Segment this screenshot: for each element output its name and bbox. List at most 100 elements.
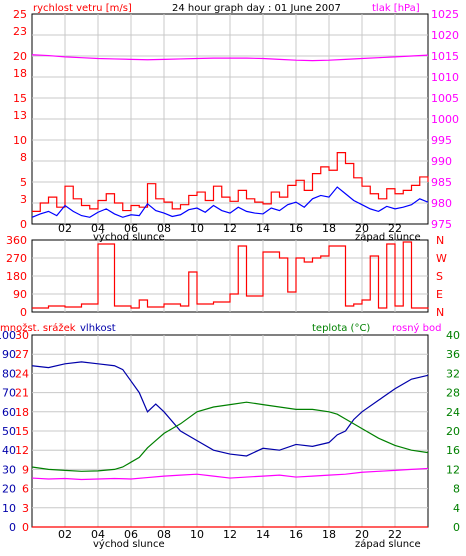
- x-tick-label: 22: [388, 528, 402, 541]
- pressure-tick: 990: [431, 155, 452, 168]
- compass-label: S: [436, 270, 443, 283]
- humidity-tick: 40: [2, 444, 16, 457]
- wind-speed-axis-title: rychlost vetru [m/s]: [33, 3, 132, 14]
- x-tick-label: 10: [190, 222, 204, 235]
- pressure-tick: 975: [431, 218, 452, 231]
- pressure-tick: 995: [431, 134, 452, 147]
- sunrise-label-top: východ slunce: [93, 231, 165, 243]
- temperature-axis-title: teplota (°C): [312, 323, 370, 334]
- x-tick-label: 02: [58, 528, 72, 541]
- wind-speed-tick: 18: [13, 67, 27, 80]
- direction-tick: 270: [6, 252, 27, 265]
- humidity-tick: 80: [2, 367, 16, 380]
- x-tick-label: 10: [190, 528, 204, 541]
- temperature-tick: 4: [453, 502, 460, 515]
- wind-speed-tick: 8: [20, 151, 27, 164]
- humidity-tick: 100: [0, 329, 16, 342]
- precip-tick: 30: [15, 329, 29, 342]
- pressure-tick: 1005: [431, 92, 459, 105]
- wind-speed-tick: 10: [13, 134, 27, 147]
- wind-direction-line: [32, 241, 429, 309]
- wind-average-line: [31, 186, 429, 218]
- x-tick-label: 04: [91, 528, 105, 541]
- x-tick-label: 06: [124, 528, 138, 541]
- temperature-tick: 20: [446, 425, 460, 438]
- precip-tick: 27: [15, 348, 29, 361]
- wind-speed-tick: 15: [13, 92, 27, 105]
- temperature-tick: 8: [453, 483, 460, 496]
- x-tick-label: 18: [322, 528, 336, 541]
- humidity-tick: 20: [2, 483, 16, 496]
- tick-labels: 0358101315182023259759809859909951000100…: [0, 8, 460, 541]
- humidity-axis-title: vlhkost: [80, 323, 116, 334]
- temperature-tick: 24: [446, 406, 460, 419]
- precip-tick: 24: [15, 367, 29, 380]
- wind-speed-tick: 20: [13, 50, 27, 63]
- humidity-tick: 10: [2, 502, 16, 515]
- compass-label: W: [436, 252, 447, 265]
- temperature-tick: 36: [446, 348, 460, 361]
- pressure-tick: 1025: [431, 8, 459, 21]
- humidity-tick: 50: [2, 425, 16, 438]
- temperature-tick: 28: [446, 387, 460, 400]
- x-tick-label: 20: [355, 528, 369, 541]
- humidity-tick: 90: [2, 348, 16, 361]
- pressure-tick: 1000: [431, 113, 459, 126]
- direction-tick: 180: [6, 270, 27, 283]
- humidity-tick: 0: [9, 521, 16, 534]
- dew-point-line: [31, 467, 429, 481]
- compass-label: N: [436, 306, 444, 319]
- x-tick-label: 12: [223, 222, 237, 235]
- sunset-label-bottom: západ slunce: [355, 538, 421, 550]
- precip-tick: 18: [15, 406, 29, 419]
- x-tick-label: 16: [289, 222, 303, 235]
- x-tick-label: 08: [157, 528, 171, 541]
- x-tick-label: 22: [388, 222, 402, 235]
- sunset-label-top: západ slunce: [355, 231, 421, 243]
- precip-axis-title: množst. srážek: [0, 322, 76, 334]
- temperature-tick: 0: [453, 521, 460, 534]
- chart-title: 24 hour graph day : 01 June 2007: [172, 3, 341, 14]
- direction-tick: 90: [13, 288, 27, 301]
- humidity-tick: 70: [2, 387, 16, 400]
- precip-tick: 15: [15, 425, 29, 438]
- wind-speed-tick: 0: [20, 218, 27, 231]
- wind-speed-tick: 25: [13, 8, 27, 21]
- temperature-tick: 16: [446, 444, 460, 457]
- x-tick-label: 20: [355, 222, 369, 235]
- x-tick-label: 06: [124, 222, 138, 235]
- x-tick-label: 08: [157, 222, 171, 235]
- pressure-tick: 1015: [431, 50, 459, 63]
- compass-label: N: [436, 234, 444, 247]
- humidity-tick: 30: [2, 463, 16, 476]
- wind-speed-tick: 23: [13, 25, 27, 38]
- x-tick-label: 02: [58, 222, 72, 235]
- wind-speed-tick: 5: [20, 176, 27, 189]
- pressure-tick: 1010: [431, 71, 459, 84]
- temperature-tick: 40: [446, 329, 460, 342]
- wind-speed-tick: 13: [13, 109, 27, 122]
- sunrise-label-bottom: východ slunce: [93, 538, 165, 550]
- precip-tick: 6: [22, 483, 29, 496]
- humidity-line: [31, 361, 429, 457]
- grid-lines: [32, 14, 428, 527]
- humidity-tick: 60: [2, 406, 16, 419]
- chart-marks: [31, 54, 429, 528]
- x-tick-label: 18: [322, 222, 336, 235]
- pressure-tick: 980: [431, 197, 452, 210]
- temperature-tick: 12: [446, 463, 460, 476]
- pressure-tick: 985: [431, 176, 452, 189]
- precip-tick: 9: [22, 463, 29, 476]
- dew-point-axis-title: rosný bod: [392, 322, 441, 334]
- precip-tick: 0: [22, 521, 29, 534]
- direction-tick: 360: [6, 234, 27, 247]
- compass-label: E: [436, 288, 443, 301]
- x-tick-label: 12: [223, 528, 237, 541]
- wind-speed-tick: 3: [20, 193, 27, 206]
- x-tick-label: 04: [91, 222, 105, 235]
- precip-tick: 3: [22, 502, 29, 515]
- pressure-axis-title: tlak [hPa]: [372, 3, 420, 14]
- pressure-line: [31, 54, 429, 62]
